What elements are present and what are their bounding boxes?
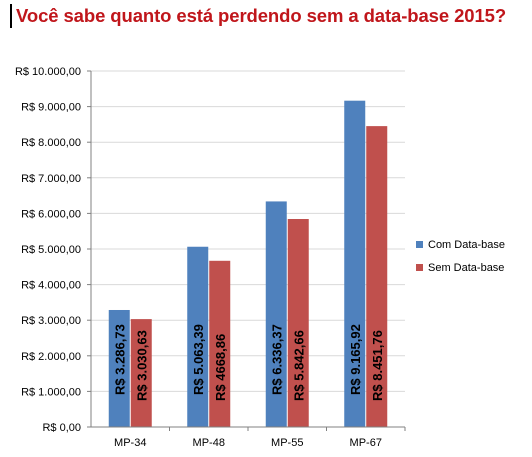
y-tick-label: R$ 10.000,00 — [15, 66, 81, 78]
data-label: R$ 4668,86 — [213, 334, 228, 401]
y-tick-label: R$ 2.000,00 — [21, 351, 81, 363]
data-label: R$ 8.451,76 — [370, 330, 385, 401]
y-tick-label: R$ 0,00 — [42, 422, 81, 434]
y-axis-tick-labels: R$ 0,00 R$ 1.000,00 R$ 2.000,00 R$ 3.000,00… — [15, 66, 81, 434]
bar-sem-data-base — [130, 319, 152, 427]
bar-com-data-base — [187, 246, 209, 427]
bar-com-data-base — [108, 309, 130, 427]
data-label: R$ 6.336,37 — [269, 324, 284, 395]
y-tick-label: R$ 5.000,00 — [21, 244, 81, 256]
axes — [90, 71, 406, 431]
legend-swatch — [416, 264, 423, 271]
legend-label: Com Data-base — [428, 239, 505, 251]
x-axis-tick-labels: MP-34 MP-48 MP-55 MP-67 — [114, 437, 382, 449]
data-label: R$ 3.030,63 — [134, 330, 149, 401]
x-tick-label: MP-55 — [271, 437, 303, 449]
x-tick-label: MP-67 — [350, 437, 382, 449]
chart-title-bar: Você sabe quanto está perdendo sem a dat… — [10, 4, 506, 28]
y-tick-label: R$ 3.000,00 — [21, 315, 81, 327]
x-tick-label: MP-48 — [193, 437, 225, 449]
chart-title: Você sabe quanto está perdendo sem a dat… — [16, 5, 507, 26]
legend-swatch — [416, 241, 423, 248]
y-tick-label: R$ 8.000,00 — [21, 137, 81, 149]
y-tick-label: R$ 6.000,00 — [21, 208, 81, 220]
bars — [108, 100, 388, 428]
y-tick-label: R$ 1.000,00 — [21, 386, 81, 398]
data-label: R$ 5.842,66 — [291, 330, 306, 401]
text-cursor — [10, 4, 12, 28]
bar-com-data-base — [265, 201, 287, 427]
bar-sem-data-base — [287, 219, 309, 427]
bar-com-data-base — [344, 100, 366, 428]
legend: Com Data-base Sem Data-base — [416, 239, 505, 274]
bar-sem-data-base — [209, 260, 231, 427]
y-tick-label: R$ 7.000,00 — [21, 173, 81, 185]
data-label: R$ 9.165,92 — [348, 324, 363, 395]
data-label: R$ 3.286,73 — [112, 324, 127, 395]
x-tick-label: MP-34 — [114, 437, 146, 449]
legend-label: Sem Data-base — [428, 262, 504, 274]
y-tick-label: R$ 9.000,00 — [21, 102, 81, 114]
data-labels: R$ 3.286,73 R$ 3.030,63 R$ 5.063,39 R$ 4668… — [112, 324, 385, 401]
data-label: R$ 5.063,39 — [191, 324, 206, 395]
y-tick-label: R$ 4.000,00 — [21, 280, 81, 292]
bar-sem-data-base — [366, 126, 388, 428]
